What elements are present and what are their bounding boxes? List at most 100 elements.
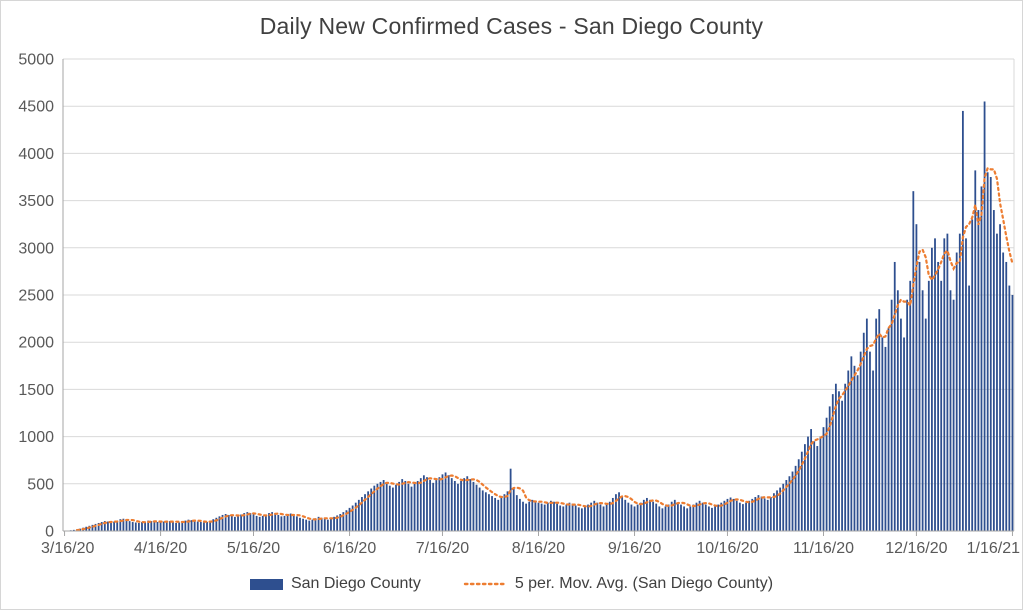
bar [488, 494, 490, 531]
bar [357, 499, 360, 531]
bar [522, 501, 524, 531]
bar [797, 459, 800, 531]
x-axis-tick-label: 10/16/20 [696, 540, 758, 557]
bar [649, 499, 651, 531]
bar [100, 522, 103, 531]
bar [410, 486, 413, 531]
bar [308, 520, 311, 531]
bar [633, 506, 636, 531]
bar [937, 261, 940, 531]
bar [302, 518, 304, 531]
bar [153, 521, 156, 531]
bar [379, 481, 382, 531]
bar [447, 475, 450, 531]
x-axis-tick-label: 9/16/20 [608, 540, 661, 557]
bar [97, 522, 100, 531]
bar [652, 501, 655, 531]
x-axis-tick-label: 8/16/20 [512, 540, 565, 557]
bar [952, 299, 955, 531]
bar [184, 520, 187, 531]
bar [980, 186, 983, 531]
y-axis-tick-label: 3500 [18, 193, 54, 210]
bar [639, 502, 642, 531]
bar [172, 522, 174, 531]
bar [627, 502, 630, 531]
y-axis-tick-label: 1000 [18, 429, 54, 446]
bar [943, 238, 946, 532]
bar [295, 516, 298, 531]
bar [466, 476, 469, 531]
bar [968, 285, 970, 531]
bar [193, 521, 196, 531]
bar [190, 520, 193, 531]
bar [986, 172, 989, 531]
bar [528, 501, 531, 531]
bar [187, 519, 190, 531]
bar [227, 514, 230, 531]
bar [506, 491, 509, 531]
bar [376, 483, 379, 531]
bar [732, 498, 735, 531]
bar [277, 514, 280, 531]
bar [509, 468, 512, 531]
bar [134, 522, 137, 531]
bar [469, 479, 472, 531]
bar [249, 513, 252, 531]
bar [206, 522, 208, 531]
bar [401, 479, 404, 531]
bar [896, 290, 899, 531]
bar [351, 505, 354, 531]
bar [903, 337, 905, 531]
legend-item-bars: San Diego County [249, 575, 421, 593]
bar [763, 498, 766, 531]
bar [577, 507, 580, 531]
bar [453, 480, 456, 531]
bar [915, 224, 918, 531]
bar [398, 481, 401, 531]
bar [1008, 285, 1011, 531]
bar [847, 370, 850, 531]
bar [534, 500, 537, 531]
bar [934, 238, 936, 532]
bar [658, 506, 661, 531]
bar [584, 506, 586, 531]
bar [503, 494, 506, 531]
bar [339, 514, 342, 531]
bar [605, 504, 608, 531]
bar [949, 290, 952, 531]
bar [370, 488, 373, 531]
bar [373, 485, 376, 531]
gridlines [63, 58, 1015, 532]
bar [670, 501, 673, 531]
y-axis-tick-label: 4000 [18, 146, 54, 163]
bar [692, 504, 695, 531]
bar [299, 517, 301, 531]
bar [909, 280, 912, 531]
bar [590, 502, 593, 531]
bar [996, 233, 998, 531]
bar [655, 503, 658, 531]
bar [261, 515, 264, 531]
bar [667, 504, 670, 531]
bar [162, 521, 165, 531]
bar [689, 506, 692, 531]
bar [342, 512, 345, 531]
bar [961, 110, 964, 532]
bar [286, 514, 289, 531]
bar [512, 488, 515, 531]
bar [924, 318, 927, 531]
bar [810, 429, 812, 531]
x-axis-tick-label: 11/16/20 [793, 540, 854, 557]
bar [91, 524, 94, 531]
x-axis-tick-label: 3/16/20 [41, 540, 94, 557]
bar [252, 514, 255, 531]
bar [946, 233, 949, 531]
bar [404, 480, 407, 531]
bar [333, 516, 335, 531]
bar [388, 485, 391, 531]
bar [878, 309, 881, 531]
bar [568, 502, 571, 531]
bar [243, 513, 246, 531]
